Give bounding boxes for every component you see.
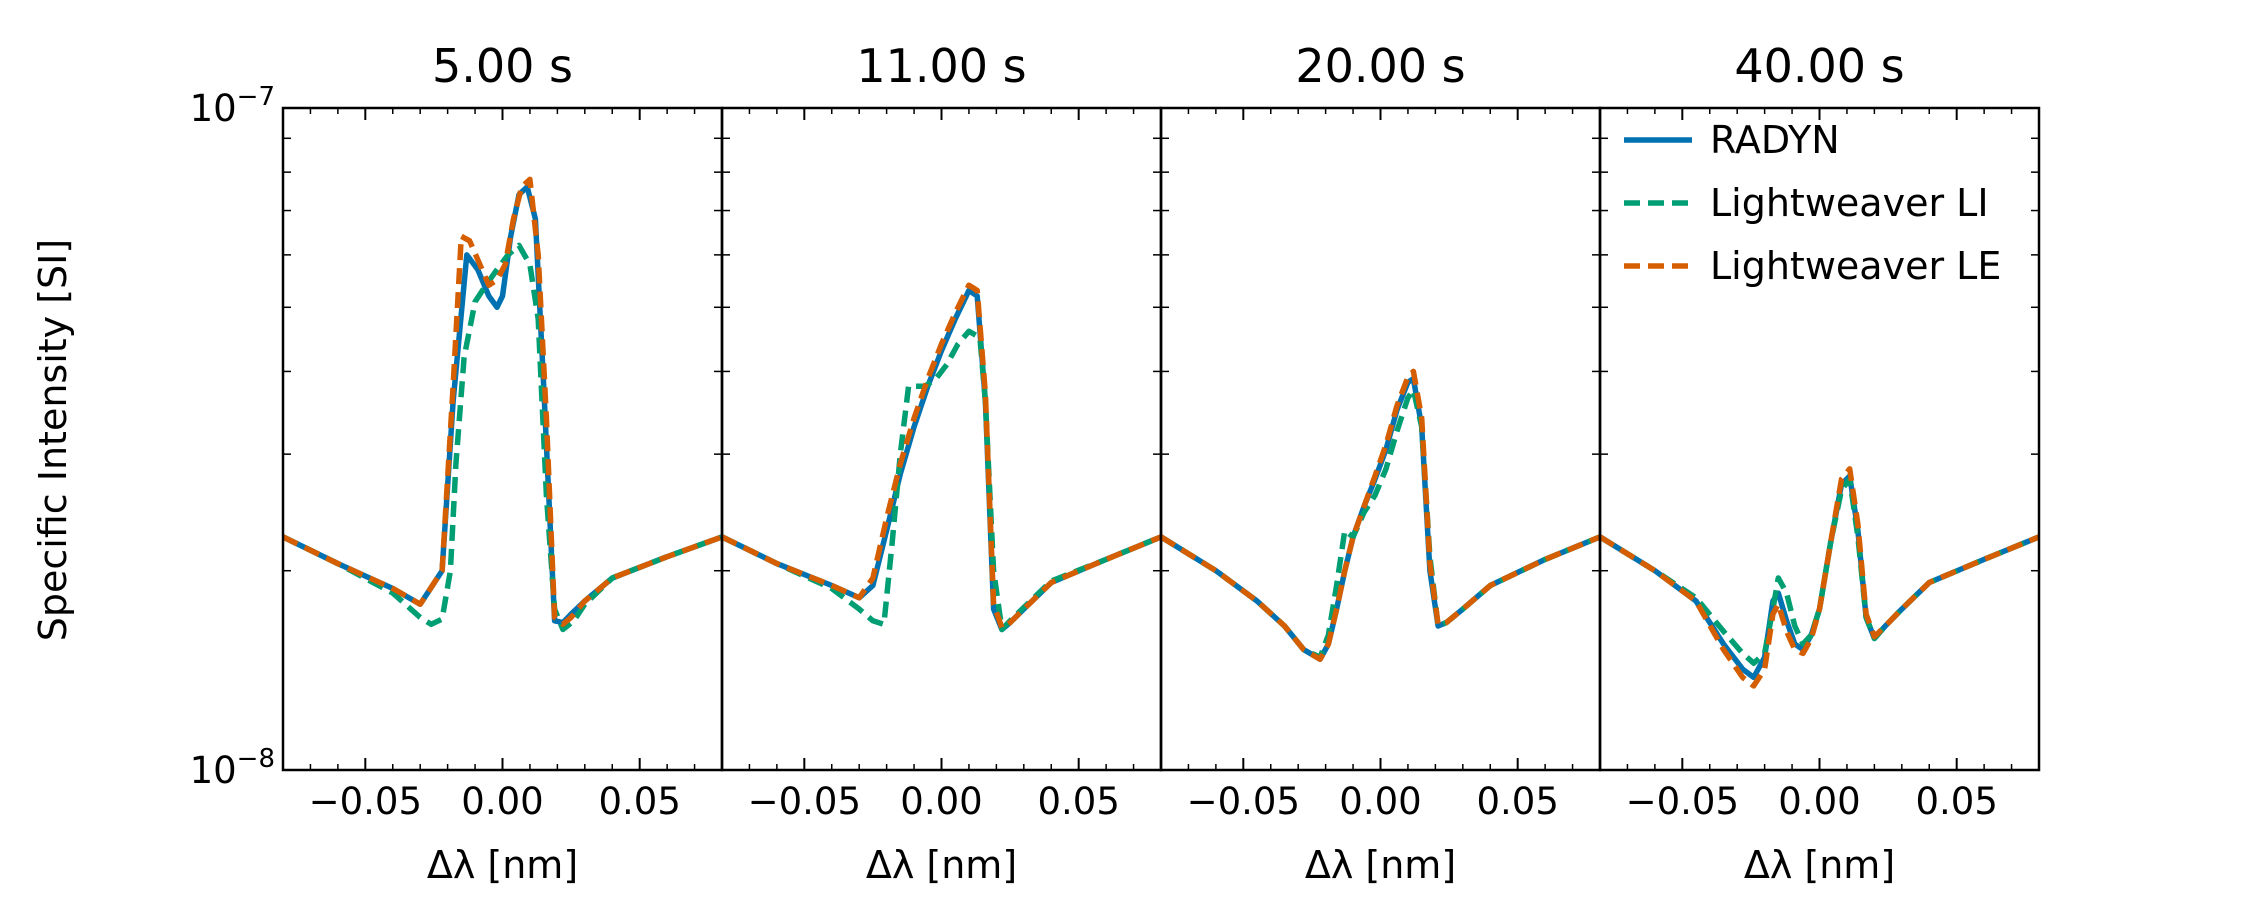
legend-label: Lightweaver LI — [1710, 181, 1989, 225]
panel-frame — [281, 106, 724, 772]
x-tick-label: 0.00 — [461, 780, 543, 823]
x-tick-label: −0.05 — [1187, 780, 1300, 823]
legend: RADYN Lightweaver LI Lightweaver LE — [1624, 118, 2001, 288]
panel-title: 5.00 s — [432, 39, 573, 93]
x-tick-label: 0.05 — [1915, 780, 1997, 823]
panels: 5.00 s −0.05 0.00 0.05 Δλ [nm] 10−7 10−8 11.00 … — [190, 39, 2041, 887]
series-line-lightweaver-le — [722, 282, 1161, 631]
y-axis-label: Specific Intensity [SI] — [31, 239, 75, 641]
panel-2: 11.00 s −0.05 0.00 0.05 Δλ [nm] — [720, 39, 1163, 887]
series-group — [722, 282, 1161, 633]
x-tick-label: 0.05 — [1476, 780, 1558, 823]
x-axis-label: Δλ [nm] — [866, 843, 1017, 887]
series-line-lightweaver-le — [283, 176, 722, 628]
x-axis-label: Δλ [nm] — [1305, 843, 1456, 887]
panel-frame — [720, 106, 1163, 772]
legend-label: RADYN — [1710, 118, 1840, 162]
x-tick-label: 0.05 — [1037, 780, 1119, 823]
series-group — [1600, 466, 2039, 689]
x-tick-label: 0.05 — [598, 780, 680, 823]
panel-title: 11.00 s — [856, 39, 1026, 93]
panel-1: 5.00 s −0.05 0.00 0.05 Δλ [nm] 10−7 10−8 — [190, 39, 724, 887]
series-line-radyn — [1161, 375, 1600, 662]
x-tick-label: 0.00 — [1778, 780, 1860, 823]
series-line-lightweaver-li — [1161, 387, 1600, 661]
x-tick-label: 0.00 — [900, 780, 982, 823]
panel-title: 40.00 s — [1734, 39, 1904, 93]
panel-frame — [1159, 106, 1602, 772]
series-line-lightweaver-le — [1600, 466, 2039, 689]
series-line-lightweaver-li — [283, 242, 722, 633]
y-tick-label: 10−8 — [190, 744, 275, 792]
panel-title: 20.00 s — [1295, 39, 1465, 93]
series-group — [1161, 368, 1600, 662]
panel-3: 20.00 s −0.05 0.00 0.05 Δλ [nm] — [1159, 39, 1602, 887]
legend-label: Lightweaver LE — [1710, 244, 2001, 288]
series-line-lightweaver-le — [1161, 368, 1600, 662]
series-line-lightweaver-li — [1600, 476, 2039, 666]
panel-4: 40.00 s −0.05 0.00 0.05 Δλ [nm] RADYN Lightwea… — [1598, 39, 2041, 887]
y-tick-label: 10−7 — [190, 82, 275, 130]
x-axis-label: Δλ [nm] — [1744, 843, 1895, 887]
x-tick-label: −0.05 — [1626, 780, 1739, 823]
x-tick-label: −0.05 — [309, 780, 422, 823]
series-line-lightweaver-li — [722, 328, 1161, 633]
x-axis-label: Δλ [nm] — [427, 843, 578, 887]
series-group — [283, 176, 722, 633]
series-line-radyn — [283, 184, 722, 626]
x-tick-label: −0.05 — [748, 780, 861, 823]
x-tick-label: 0.00 — [1339, 780, 1421, 823]
